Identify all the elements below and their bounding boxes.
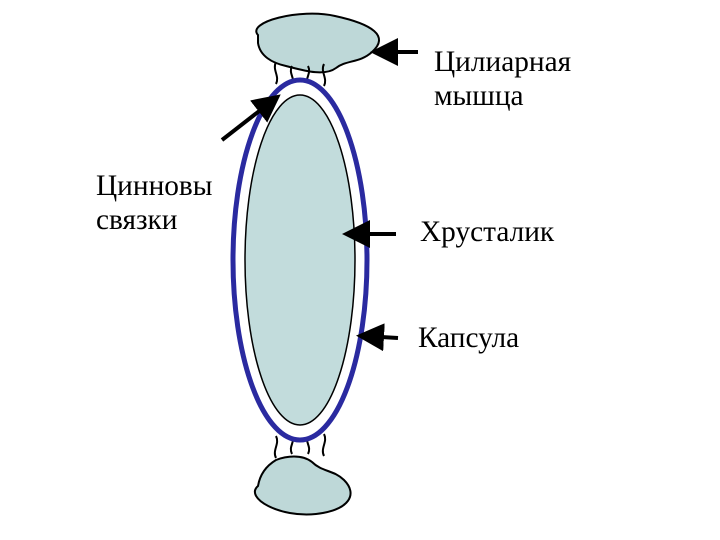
zonule-fiber	[323, 434, 325, 456]
diagram-svg	[0, 0, 720, 540]
arrow-capsule	[362, 336, 398, 338]
label-ciliary-muscle: Цилиарная мышца	[434, 46, 571, 113]
label-capsule: Капсула	[418, 322, 519, 356]
zonule-fiber	[275, 436, 277, 458]
label-lens: Хрусталик	[420, 216, 554, 250]
label-zonules: Цинновы связки	[96, 170, 212, 237]
zonule-fiber	[275, 62, 277, 84]
diagram-lens-anatomy: Цилиарная мышца Хрусталик Капсула Циннов…	[0, 0, 720, 540]
ciliary-body-bottom-shape	[255, 457, 351, 515]
lens-shape	[245, 95, 355, 425]
